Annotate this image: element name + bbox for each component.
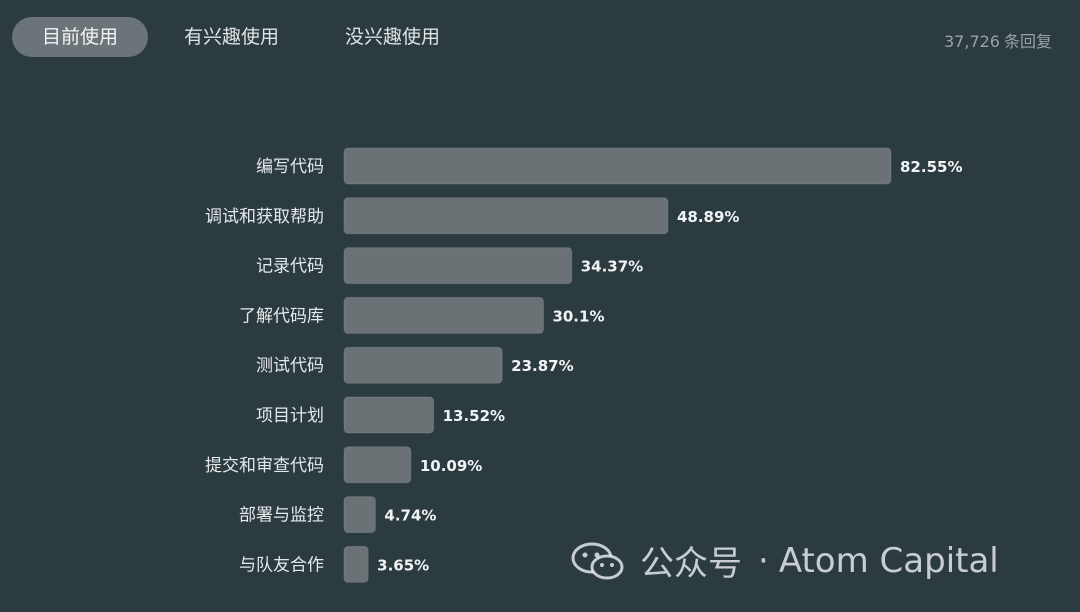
value-label: 13.52%	[443, 407, 505, 425]
value-label: 10.09%	[420, 457, 482, 475]
value-label: 23.87%	[511, 357, 573, 375]
bar	[343, 197, 669, 235]
tab-current-use[interactable]: 目前使用	[12, 17, 149, 57]
bar	[343, 247, 573, 285]
value-label: 48.89%	[677, 208, 739, 226]
category-label: 项目计划	[256, 406, 324, 426]
bar	[343, 496, 376, 534]
watermark-prefix: 公众号	[640, 544, 742, 584]
value-label: 3.65%	[377, 556, 429, 574]
tab-bar: 目前使用 有兴趣使用 没兴趣使用	[12, 17, 476, 57]
reply-count-label: 条回复	[1003, 32, 1052, 51]
value-label: 82.55%	[900, 158, 962, 176]
category-label: 调试和获取帮助	[205, 207, 324, 227]
category-label: 提交和审查代码	[205, 456, 324, 476]
bar	[343, 446, 412, 484]
wechat-icon	[571, 542, 624, 579]
category-label: 了解代码库	[239, 306, 324, 326]
reply-count: 37,726 条回复	[944, 28, 1056, 52]
watermark-name: Atom Capital	[778, 540, 999, 581]
category-label: 与队友合作	[239, 555, 324, 575]
category-label: 记录代码	[256, 257, 324, 277]
watermark: 公众号 · Atom Capital	[570, 536, 999, 585]
bar	[343, 346, 503, 384]
value-label: 4.74%	[384, 507, 436, 525]
bar	[343, 396, 435, 434]
category-label: 编写代码	[256, 157, 324, 177]
tab-interested[interactable]: 有兴趣使用	[184, 26, 280, 48]
category-label: 测试代码	[256, 356, 324, 376]
bar	[343, 296, 544, 334]
watermark-separator: ·	[758, 540, 769, 581]
value-label: 30.1%	[552, 307, 604, 325]
bar	[343, 147, 892, 185]
tab-not-interested[interactable]: 没兴趣使用	[345, 26, 441, 48]
value-label: 34.37%	[581, 258, 643, 276]
category-label: 部署与监控	[239, 506, 324, 526]
bar	[343, 545, 369, 583]
reply-count-number: 37,726	[944, 32, 1000, 51]
